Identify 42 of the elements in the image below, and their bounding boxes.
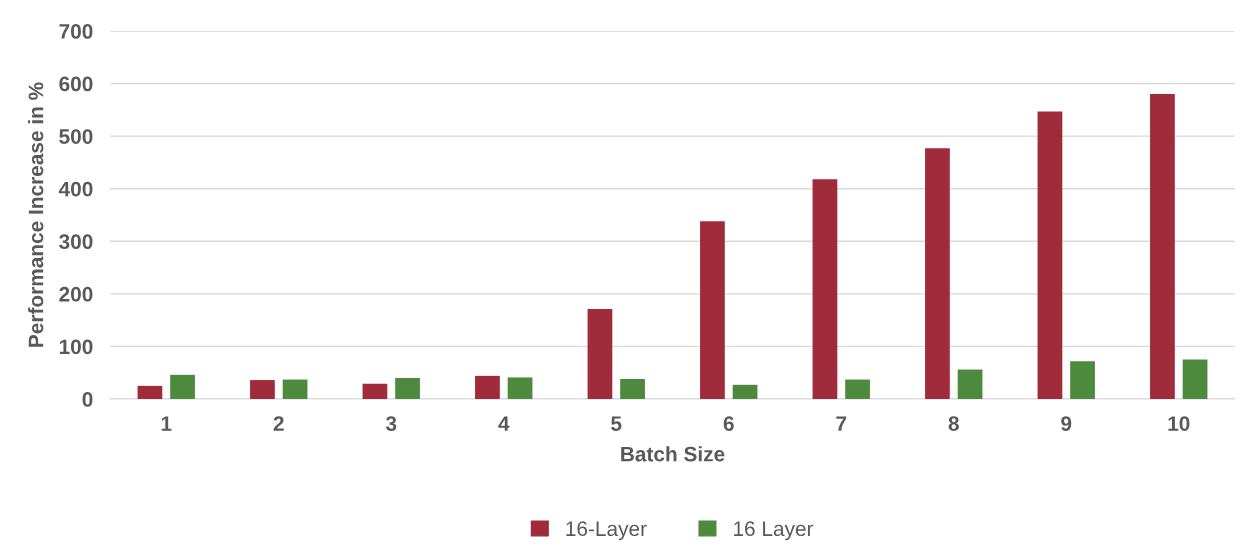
bar — [170, 374, 195, 399]
legend-label: 16-Layer — [566, 521, 647, 541]
bar — [587, 309, 613, 399]
bar — [475, 375, 500, 399]
x-tick-label: 8 — [948, 416, 959, 431]
bar — [812, 179, 838, 399]
x-tick-label: 7 — [836, 416, 847, 431]
bar — [1070, 361, 1095, 399]
y-tick-label: 700 — [59, 24, 93, 39]
x-axis-title: Batch Size — [621, 446, 725, 462]
bar — [1037, 111, 1063, 399]
bar — [282, 379, 308, 399]
x-tick-label: 3 — [385, 416, 397, 431]
x-tick-label: 4 — [498, 416, 510, 431]
bar — [732, 384, 758, 399]
bar — [620, 379, 645, 399]
y-tick-label: 600 — [59, 76, 93, 92]
bar — [925, 148, 950, 399]
x-tick-label: 6 — [723, 416, 734, 431]
bar — [362, 383, 388, 399]
x-tick-label: 9 — [1061, 416, 1072, 431]
x-tick-label: 10 — [1168, 416, 1190, 431]
bar — [395, 377, 420, 399]
x-tick-label: 2 — [273, 416, 284, 431]
bar — [845, 379, 870, 399]
y-tick-label: 500 — [59, 129, 93, 144]
bar — [1150, 94, 1175, 399]
x-tick-label: 1 — [161, 416, 172, 431]
y-tick-label: 300 — [59, 234, 93, 250]
bar — [250, 380, 275, 399]
y-axis-title: Performance Increase in % — [28, 82, 44, 347]
bar — [700, 221, 725, 399]
bar — [137, 385, 163, 399]
y-tick-label: 400 — [58, 181, 93, 197]
bar — [507, 377, 533, 399]
y-tick-label: 100 — [59, 339, 93, 355]
x-tick-label: 5 — [611, 416, 622, 431]
y-tick-label: 200 — [59, 286, 93, 302]
legend-label: 16 Layer — [734, 521, 814, 541]
bar — [1182, 359, 1208, 399]
y-tick-label: 0 — [82, 392, 93, 407]
bar — [957, 369, 983, 399]
